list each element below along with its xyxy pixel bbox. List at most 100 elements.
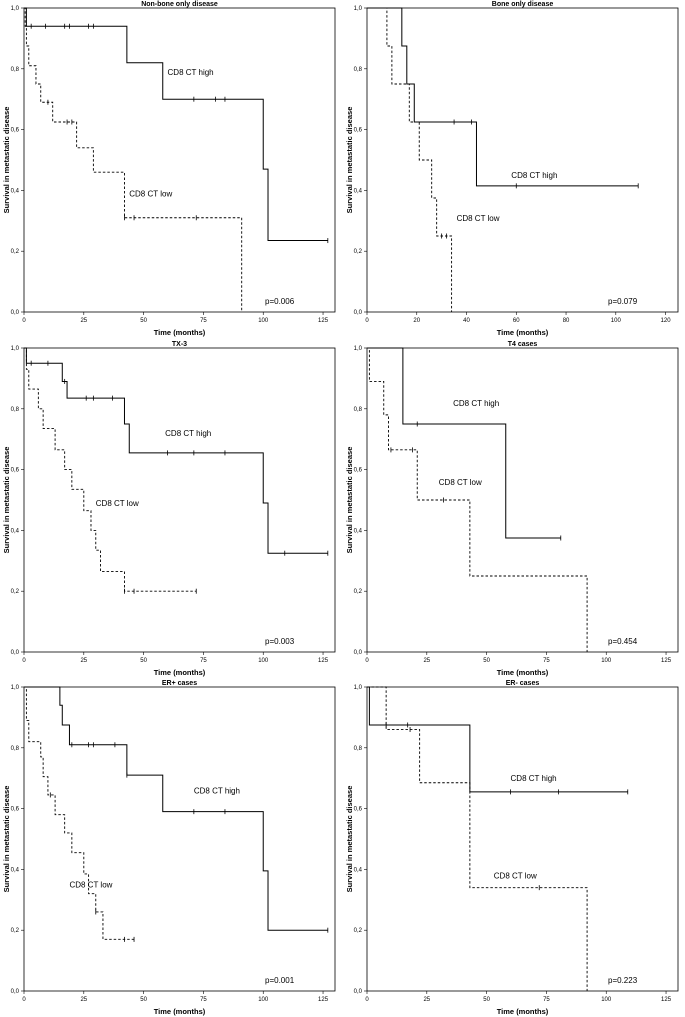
y-tick-label: 0,6: [11, 807, 20, 813]
plot-frame: [366, 686, 679, 992]
y-axis-label: Survival in metastatic disease: [345, 107, 354, 214]
y-tick-label: 1,0: [354, 346, 363, 352]
x-axis-label: Time (months): [497, 668, 549, 677]
x-tick-label: 100: [258, 318, 269, 324]
x-tick-label: 25: [423, 997, 430, 1003]
panel-title: TX-3: [172, 341, 187, 348]
x-tick-label: 75: [200, 997, 207, 1003]
y-tick-label: 1,0: [11, 6, 20, 12]
p-value-label: p=0.079: [608, 297, 638, 306]
panel-tx-3: TX-3 0,0 0,2 0,4 0,6 0,8 1,0 0 25 50 75 100 125 Time …: [0, 340, 342, 678]
survival-curve-cd8-high: [24, 686, 328, 931]
y-tick-label: 0,4: [11, 188, 20, 194]
x-tick-label: 25: [423, 658, 430, 664]
plot-frame: [366, 7, 679, 313]
curve-label: CD8 CT low: [494, 872, 537, 881]
y-tick-label: 0,6: [11, 468, 20, 474]
panel-title: ER+ cases: [162, 680, 197, 687]
y-tick-label: 0,0: [11, 310, 20, 316]
x-tick-label: 80: [563, 318, 570, 324]
x-axis-label: Time (months): [154, 328, 206, 337]
y-tick-label: 0,0: [11, 650, 20, 656]
panel-title: Bone only disease: [492, 1, 554, 8]
y-tick-label: 0,2: [11, 589, 20, 595]
y-tick-label: 0,4: [354, 528, 363, 534]
plot-frame: [23, 686, 336, 992]
y-tick-label: 0,0: [354, 310, 363, 316]
x-tick-label: 125: [318, 658, 329, 664]
y-tick-label: 0,4: [354, 188, 363, 194]
x-tick-label: 125: [318, 997, 329, 1003]
x-tick-label: 0: [22, 658, 26, 664]
p-value-label: p=0.454: [608, 637, 638, 646]
y-tick-label: 1,0: [354, 685, 363, 691]
curve-label: CD8 CT high: [194, 786, 240, 795]
panel-t4-cases: T4 cases 0,0 0,2 0,4 0,6 0,8 1,0 0 25 50 75 100 125 T…: [343, 340, 685, 678]
survival-curve-cd8-high: [24, 7, 328, 242]
y-tick-label: 0,8: [354, 407, 363, 413]
p-value-label: p=0.001: [265, 976, 295, 985]
y-axis-label: Survival in metastatic disease: [2, 786, 11, 893]
x-tick-label: 100: [601, 658, 612, 664]
x-tick-label: 40: [463, 318, 470, 324]
y-tick-label: 0,2: [11, 249, 20, 255]
y-tick-label: 0,6: [354, 128, 363, 134]
km-plot-svg: TX-3 0,0 0,2 0,4 0,6 0,8 1,0 0 25 50 75 100 125 Time …: [2, 341, 336, 677]
y-tick-label: 0,0: [354, 989, 363, 995]
curve-label: CD8 CT high: [168, 68, 214, 77]
x-tick-label: 0: [22, 997, 26, 1003]
x-tick-label: 100: [258, 997, 269, 1003]
curve-label: CD8 CT high: [511, 171, 557, 180]
panel-bone-only: Bone only disease 0,0 0,2 0,4 0,6 0,8 1,0 0 20 40…: [343, 0, 685, 338]
plot-frame: [366, 347, 679, 653]
y-axis-label: Survival in metastatic disease: [2, 447, 11, 554]
x-tick-label: 50: [140, 318, 147, 324]
x-tick-label: 60: [513, 318, 520, 324]
plot-frame: [23, 347, 336, 653]
x-tick-label: 0: [365, 997, 369, 1003]
y-tick-label: 0,6: [11, 128, 20, 134]
panel-title: Non-bone only disease: [141, 1, 218, 8]
panel-er-negative: ER- cases 0,0 0,2 0,4 0,6 0,8 1,0 0 25 50 75 100 125…: [343, 679, 685, 1017]
panel-title: ER- cases: [506, 680, 540, 687]
survival-curve-cd8-high: [367, 7, 639, 187]
x-tick-label: 100: [601, 997, 612, 1003]
x-tick-label: 125: [661, 658, 672, 664]
y-tick-label: 1,0: [354, 6, 363, 12]
x-tick-label: 100: [258, 658, 269, 664]
p-value-label: p=0.006: [265, 297, 295, 306]
y-tick-label: 0,8: [11, 407, 20, 413]
curve-label: CD8 CT low: [96, 499, 139, 508]
x-tick-label: 50: [140, 997, 147, 1003]
panel-er-positive: ER+ cases 0,0 0,2 0,4 0,6 0,8 1,0 0 25 50 75 100 125…: [0, 679, 342, 1017]
km-plot-svg: Bone only disease 0,0 0,2 0,4 0,6 0,8 1,0 0 20 40…: [345, 1, 679, 337]
curve-label: CD8 CT low: [69, 881, 112, 890]
y-tick-label: 1,0: [11, 685, 20, 691]
y-tick-label: 0,2: [11, 928, 20, 934]
x-tick-label: 0: [365, 658, 369, 664]
survival-curve-cd8-low: [24, 347, 197, 592]
plot-frame: [23, 7, 336, 313]
y-tick-label: 0,8: [11, 746, 20, 752]
y-tick-label: 0,0: [354, 650, 363, 656]
x-tick-label: 75: [543, 658, 550, 664]
curve-label: CD8 CT high: [453, 399, 499, 408]
survival-curve-cd8-high: [367, 686, 628, 793]
survival-curve-cd8-low: [24, 7, 243, 312]
y-axis-label: Survival in metastatic disease: [345, 447, 354, 554]
curve-label: CD8 CT high: [165, 429, 211, 438]
curve-label: CD8 CT low: [129, 189, 172, 198]
x-tick-label: 125: [318, 318, 329, 324]
km-plot-svg: Non-bone only disease 0,0 0,2 0,4 0,6 0,8 1,0 0…: [2, 1, 336, 337]
y-axis-label: Survival in metastatic disease: [345, 786, 354, 893]
y-tick-label: 0,8: [354, 67, 363, 73]
survival-curve-cd8-high: [367, 347, 561, 539]
km-plot-svg: ER+ cases 0,0 0,2 0,4 0,6 0,8 1,0 0 25 50 75 100 125…: [2, 680, 336, 1016]
y-tick-label: 0,6: [354, 468, 363, 474]
x-tick-label: 50: [483, 658, 490, 664]
y-tick-label: 0,6: [354, 807, 363, 813]
y-tick-label: 0,2: [354, 928, 363, 934]
y-tick-label: 0,8: [354, 746, 363, 752]
y-tick-label: 0,8: [11, 67, 20, 73]
